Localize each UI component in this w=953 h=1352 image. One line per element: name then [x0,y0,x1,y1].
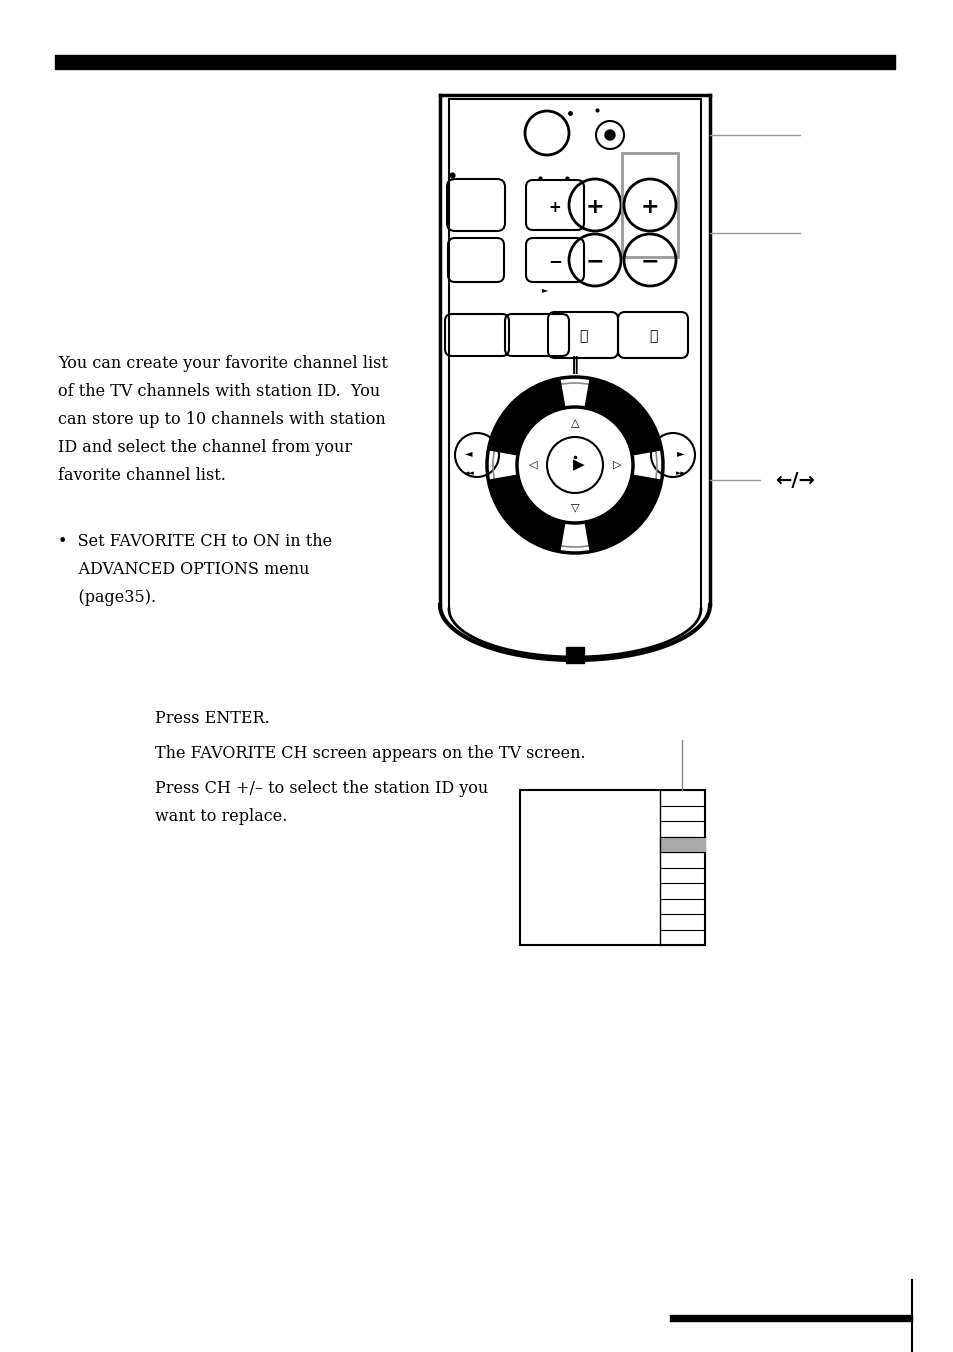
Text: ◄: ◄ [465,448,473,458]
Text: ID and select the channel from your: ID and select the channel from your [58,439,352,456]
Text: ►►: ►► [675,470,685,476]
Polygon shape [488,475,564,552]
Text: can store up to 10 channels with station: can store up to 10 channels with station [58,411,385,429]
Text: ◄◄: ◄◄ [463,470,474,476]
Text: ▷: ▷ [612,460,620,470]
Text: ▶: ▶ [573,457,584,472]
Text: ►: ► [541,285,548,295]
Text: ▽: ▽ [570,502,578,512]
Text: ⏩: ⏩ [648,329,657,343]
Polygon shape [584,475,661,552]
Bar [519,790,704,945]
Bar [565,648,583,662]
Text: favorite channel list.: favorite channel list. [58,466,226,484]
Text: ←/→: ←/→ [774,470,814,489]
Text: Press CH +/– to select the station ID you: Press CH +/– to select the station ID yo… [154,780,488,796]
Polygon shape [584,379,661,454]
Text: ◁: ◁ [528,460,537,470]
Text: −: − [640,251,659,270]
Polygon shape [488,379,564,454]
Text: •  Set FAVORITE CH to ON in the: • Set FAVORITE CH to ON in the [58,533,332,550]
Text: ►: ► [677,448,684,458]
Text: −: − [547,251,561,270]
Text: Press ENTER.: Press ENTER. [154,710,270,727]
Text: The FAVORITE CH screen appears on the TV screen.: The FAVORITE CH screen appears on the TV… [154,745,585,763]
Bar [659,837,704,852]
Text: (page35).: (page35). [58,589,156,606]
Text: +: + [548,200,560,215]
Text: ‖: ‖ [570,356,578,375]
Text: −: − [585,251,603,270]
Text: △: △ [570,418,578,429]
Text: of the TV channels with station ID.  You: of the TV channels with station ID. You [58,383,380,400]
Text: +: + [640,197,659,218]
Bar [621,153,678,257]
Text: ⏪: ⏪ [578,329,587,343]
Text: want to replace.: want to replace. [154,808,287,825]
Text: ADVANCED OPTIONS menu: ADVANCED OPTIONS menu [58,561,309,579]
Text: +: + [585,197,603,218]
Text: You can create your favorite channel list: You can create your favorite channel lis… [58,356,388,372]
Circle shape [604,130,615,141]
